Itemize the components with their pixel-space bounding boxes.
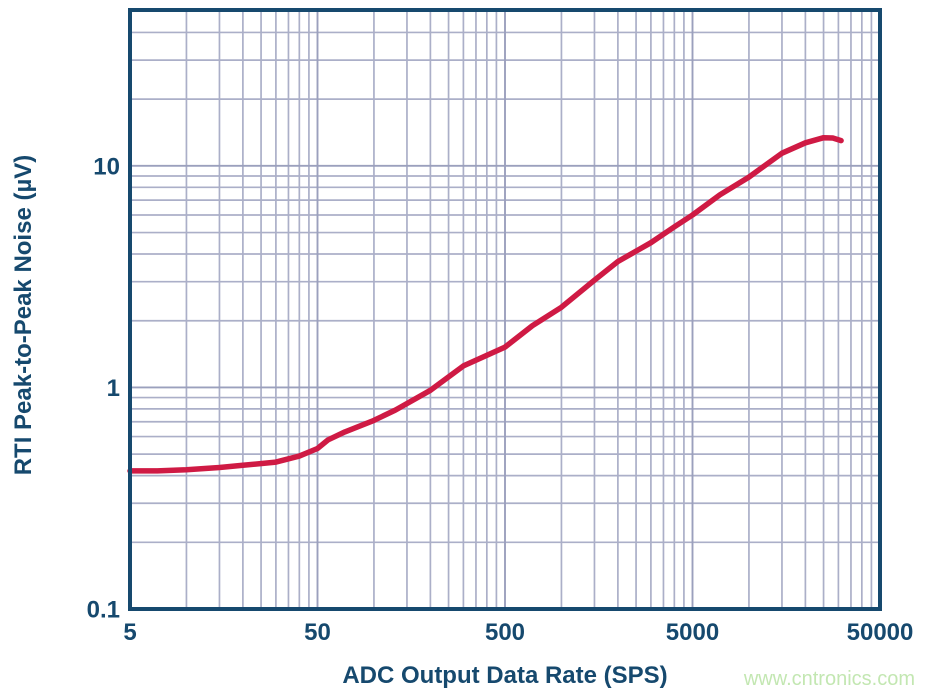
y-axis-title: RTI Peak-to-Peak Noise (µV)	[10, 154, 37, 476]
x-tick-label: 50	[304, 619, 331, 646]
y-tick-label: 0.1	[87, 597, 120, 624]
x-tick-label: 5	[123, 619, 136, 646]
plot-border	[128, 8, 882, 611]
x-tick-label: 5000	[666, 619, 719, 646]
watermark-text: www.cntronics.com	[743, 668, 915, 690]
x-tick-label: 50000	[847, 619, 914, 646]
y-tick-label: 1	[107, 375, 120, 402]
x-axis-title: ADC Output Data Rate (SPS)	[342, 662, 668, 689]
y-tick-label: 10	[93, 153, 120, 180]
x-tick-label: 500	[485, 619, 525, 646]
noise-curve	[127, 134, 844, 474]
